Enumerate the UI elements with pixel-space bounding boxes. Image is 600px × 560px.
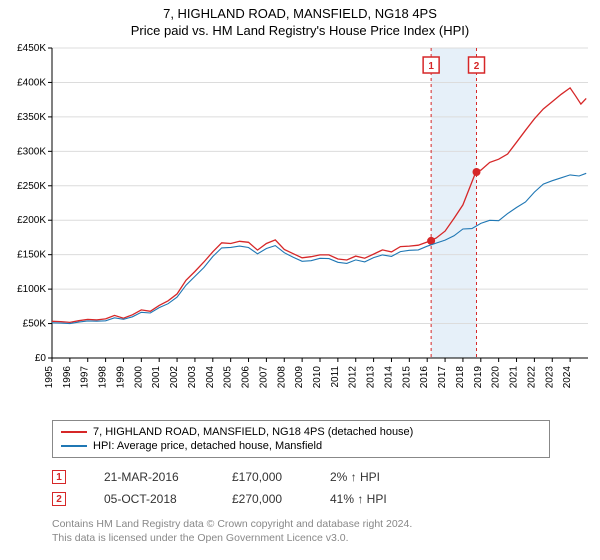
svg-text:2012: 2012	[348, 366, 359, 389]
svg-text:£400K: £400K	[17, 77, 46, 88]
sale-diff: 2% ↑ HPI	[330, 470, 430, 484]
price-chart: £0 £50K £100K £150K £200K £250K £300K £350K £400…	[0, 42, 600, 402]
legend-label: 7, HIGHLAND ROAD, MANSFIELD, NG18 4PS (d…	[93, 426, 413, 438]
svg-text:£350K: £350K	[17, 112, 46, 123]
svg-text:2006: 2006	[241, 366, 252, 389]
svg-text:£0: £0	[35, 353, 47, 364]
footer-line: This data is licensed under the Open Gov…	[52, 532, 412, 546]
svg-text:2021: 2021	[509, 366, 520, 389]
legend-swatch-icon	[61, 445, 87, 447]
svg-text:1999: 1999	[115, 366, 126, 389]
svg-text:£150K: £150K	[17, 250, 46, 261]
svg-text:2007: 2007	[258, 366, 269, 389]
svg-text:2009: 2009	[294, 366, 305, 389]
svg-text:1998: 1998	[98, 366, 109, 389]
svg-text:2024: 2024	[562, 366, 573, 389]
svg-text:£50K: £50K	[23, 319, 47, 330]
svg-text:2011: 2011	[330, 366, 341, 388]
legend-label: HPI: Average price, detached house, Mans…	[93, 440, 322, 452]
svg-text:2019: 2019	[473, 366, 484, 389]
sale-date: 21-MAR-2016	[104, 470, 204, 484]
svg-text:2003: 2003	[187, 366, 198, 389]
title-subtitle: Price paid vs. HM Land Registry's House …	[0, 23, 600, 40]
svg-text:£300K: £300K	[17, 146, 46, 157]
svg-text:£100K: £100K	[17, 284, 46, 295]
title-area: 7, HIGHLAND ROAD, MANSFIELD, NG18 4PS Pr…	[0, 0, 600, 40]
legend: 7, HIGHLAND ROAD, MANSFIELD, NG18 4PS (d…	[52, 420, 550, 458]
svg-text:2023: 2023	[544, 366, 555, 389]
legend-swatch-icon	[61, 431, 87, 433]
svg-text:1: 1	[428, 61, 434, 72]
sale-row: 2 05-OCT-2018 £270,000 41% ↑ HPI	[52, 488, 430, 510]
legend-row-price-paid: 7, HIGHLAND ROAD, MANSFIELD, NG18 4PS (d…	[61, 425, 541, 439]
svg-text:2: 2	[474, 61, 480, 72]
footer-line: Contains HM Land Registry data © Crown c…	[52, 518, 412, 532]
svg-text:2017: 2017	[437, 366, 448, 389]
svg-text:2004: 2004	[205, 366, 216, 389]
sale-date: 05-OCT-2018	[104, 492, 204, 506]
svg-text:1995: 1995	[44, 366, 55, 389]
svg-text:2001: 2001	[151, 366, 162, 389]
svg-text:1997: 1997	[80, 366, 91, 389]
title-address: 7, HIGHLAND ROAD, MANSFIELD, NG18 4PS	[0, 6, 600, 23]
sale-events: 1 21-MAR-2016 £170,000 2% ↑ HPI 2 05-OCT…	[52, 466, 430, 510]
svg-text:£200K: £200K	[17, 215, 46, 226]
svg-text:2005: 2005	[223, 366, 234, 389]
svg-text:£250K: £250K	[17, 181, 46, 192]
sale-marker-icon: 2	[52, 492, 66, 506]
svg-text:2022: 2022	[526, 366, 537, 389]
svg-text:2015: 2015	[401, 366, 412, 389]
svg-text:2008: 2008	[276, 366, 287, 389]
svg-text:£450K: £450K	[17, 43, 46, 54]
sale-marker-icon: 1	[52, 470, 66, 484]
footer: Contains HM Land Registry data © Crown c…	[52, 518, 412, 545]
svg-text:2014: 2014	[383, 366, 394, 389]
svg-text:2016: 2016	[419, 366, 430, 389]
sale-price: £170,000	[232, 470, 302, 484]
svg-text:2000: 2000	[133, 366, 144, 389]
sale-diff: 41% ↑ HPI	[330, 492, 430, 506]
sale-price: £270,000	[232, 492, 302, 506]
svg-text:2018: 2018	[455, 366, 466, 389]
svg-text:2020: 2020	[491, 366, 502, 389]
svg-text:1996: 1996	[62, 366, 73, 389]
svg-text:2013: 2013	[366, 366, 377, 389]
svg-text:2010: 2010	[312, 366, 323, 389]
legend-row-hpi: HPI: Average price, detached house, Mans…	[61, 439, 541, 453]
svg-text:2002: 2002	[169, 366, 180, 389]
sale-row: 1 21-MAR-2016 £170,000 2% ↑ HPI	[52, 466, 430, 488]
